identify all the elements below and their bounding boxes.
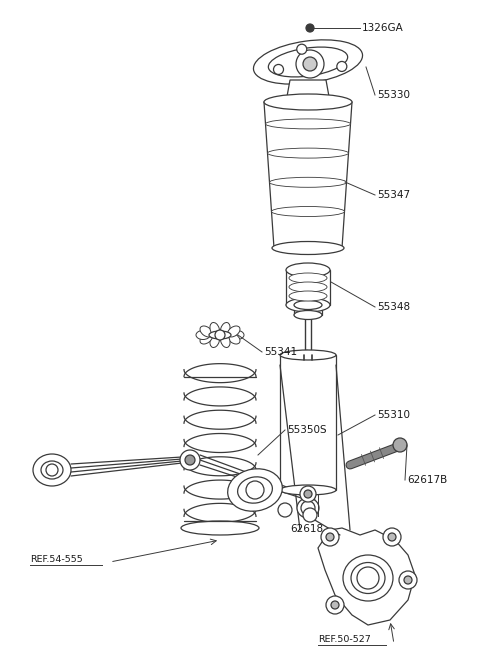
Circle shape: [337, 62, 347, 72]
Text: 55348: 55348: [377, 302, 410, 312]
Text: 55341: 55341: [264, 347, 297, 357]
Circle shape: [274, 64, 284, 75]
Text: 55347: 55347: [377, 190, 410, 200]
Circle shape: [301, 501, 315, 515]
Circle shape: [393, 438, 407, 452]
Ellipse shape: [220, 323, 230, 336]
Circle shape: [357, 567, 379, 589]
Polygon shape: [286, 80, 330, 102]
Circle shape: [300, 486, 316, 502]
Circle shape: [180, 450, 200, 470]
Circle shape: [383, 528, 401, 546]
Text: REF.54-555: REF.54-555: [30, 556, 83, 565]
Ellipse shape: [230, 331, 244, 340]
Text: REF.50-527: REF.50-527: [318, 636, 371, 644]
Ellipse shape: [228, 333, 240, 344]
Ellipse shape: [343, 555, 393, 601]
Circle shape: [297, 44, 307, 54]
Text: 62618: 62618: [290, 524, 323, 534]
Text: 55330: 55330: [377, 90, 410, 100]
Ellipse shape: [269, 177, 347, 188]
Ellipse shape: [289, 291, 327, 301]
Ellipse shape: [41, 461, 63, 479]
Ellipse shape: [272, 241, 344, 255]
Ellipse shape: [265, 119, 350, 129]
Ellipse shape: [272, 207, 345, 216]
Ellipse shape: [181, 521, 259, 535]
Ellipse shape: [196, 331, 210, 340]
Circle shape: [399, 571, 417, 589]
Text: 1326GA: 1326GA: [362, 23, 404, 33]
Ellipse shape: [220, 334, 230, 348]
Ellipse shape: [294, 300, 322, 310]
Ellipse shape: [289, 273, 327, 283]
Ellipse shape: [294, 310, 322, 319]
Ellipse shape: [200, 333, 213, 344]
Circle shape: [331, 601, 339, 609]
Ellipse shape: [210, 334, 219, 348]
Circle shape: [278, 503, 292, 517]
Ellipse shape: [280, 350, 336, 360]
Text: 55310: 55310: [377, 410, 410, 420]
Circle shape: [46, 464, 58, 476]
Ellipse shape: [286, 298, 330, 312]
Circle shape: [326, 596, 344, 614]
Circle shape: [388, 533, 396, 541]
Ellipse shape: [264, 94, 352, 110]
Ellipse shape: [289, 282, 327, 292]
Polygon shape: [318, 528, 415, 625]
Ellipse shape: [238, 477, 272, 503]
Circle shape: [185, 455, 195, 465]
Circle shape: [303, 57, 317, 71]
Ellipse shape: [297, 498, 319, 518]
Ellipse shape: [280, 485, 336, 495]
Circle shape: [303, 508, 317, 522]
Ellipse shape: [351, 562, 385, 594]
Circle shape: [215, 330, 225, 340]
Circle shape: [246, 481, 264, 499]
Text: 55350S: 55350S: [287, 425, 326, 435]
Ellipse shape: [33, 454, 71, 486]
Circle shape: [304, 490, 312, 498]
Ellipse shape: [268, 47, 348, 77]
Ellipse shape: [228, 326, 240, 337]
Ellipse shape: [228, 469, 282, 511]
Ellipse shape: [209, 331, 231, 339]
Polygon shape: [264, 102, 352, 248]
Circle shape: [321, 528, 339, 546]
Ellipse shape: [286, 263, 330, 277]
Ellipse shape: [200, 326, 213, 337]
Bar: [280, 355, 336, 490]
Circle shape: [404, 576, 412, 584]
Text: 62617B: 62617B: [407, 475, 447, 485]
Circle shape: [296, 50, 324, 78]
Ellipse shape: [253, 40, 362, 84]
Ellipse shape: [267, 148, 348, 158]
Circle shape: [306, 24, 314, 32]
Circle shape: [326, 533, 334, 541]
Ellipse shape: [210, 323, 219, 336]
